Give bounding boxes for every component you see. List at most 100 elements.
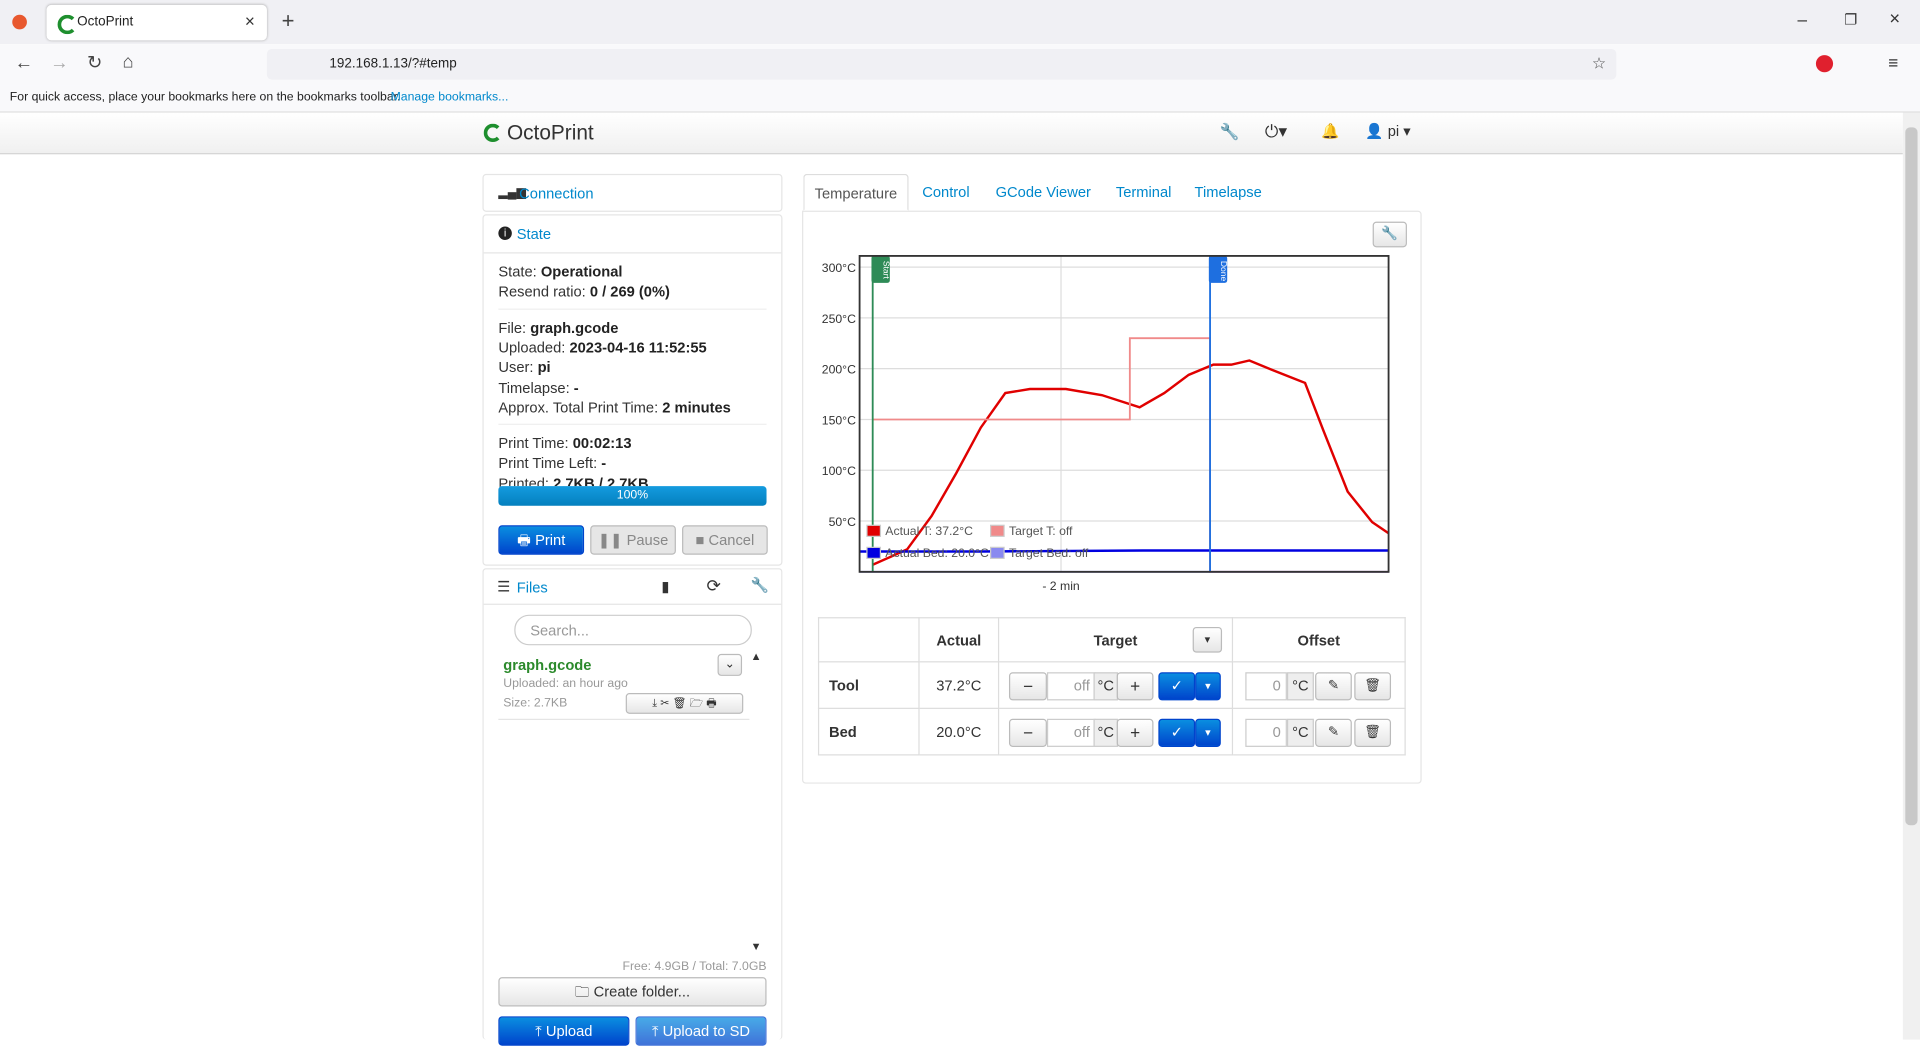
pause-button[interactable]: ❚❚ Pause — [590, 525, 676, 555]
navbar: OctoPrint 🔧 ⏻▾ 🔔 👤 pi ▾ — [0, 112, 1903, 155]
target-header: Target — [1093, 631, 1138, 649]
progress-bar — [498, 486, 767, 506]
state-label: User: — [498, 359, 534, 377]
bookmark-star[interactable]: ☆ — [1591, 53, 1607, 73]
decrement[interactable]: − — [1008, 672, 1047, 701]
marker-label: Done — [1219, 261, 1229, 282]
state-value: 2 minutes — [662, 398, 731, 417]
file-name[interactable]: graph.gcode — [503, 656, 592, 674]
marker-label: Start — [882, 261, 892, 280]
menu[interactable]: ≡ — [1888, 52, 1899, 73]
file-actions[interactable]: ⤓ ✂ 🗑 🗁 🖶 — [625, 693, 744, 714]
bookmarks-hint: For quick access, place your bookmarks h… — [9, 90, 401, 105]
scroll-down[interactable]: ▼ — [750, 940, 762, 953]
state-label: State: — [498, 263, 537, 281]
state-value: 2023-04-16 11:52:55 — [569, 339, 707, 357]
sd-icon[interactable]: ▮ — [661, 577, 670, 596]
tab[interactable]: Terminal — [1115, 183, 1172, 201]
tab-icon — [57, 14, 78, 35]
back[interactable]: ← — [14, 52, 34, 74]
offset-input[interactable]: 0 — [1245, 718, 1287, 747]
new-tab[interactable]: + — [281, 8, 295, 34]
power-icon[interactable]: ⏻▾ — [1264, 121, 1288, 141]
legend-swatch — [990, 524, 1005, 537]
home[interactable]: ⌂ — [122, 51, 134, 73]
url-bar[interactable]: 192.168.1.13/?#temp ☆ — [266, 48, 1617, 80]
increment[interactable]: + — [1116, 672, 1154, 701]
offset-input[interactable]: 0 — [1245, 672, 1287, 701]
state-row: Print Time: 00:02:13 — [498, 435, 631, 452]
user-name: pi — [1387, 122, 1400, 140]
set-target[interactable]: ✓ — [1158, 672, 1196, 701]
temperature-table: Actual Target ▾ Offset Tool 37.2°C − off °C + ✓… — [817, 617, 1406, 756]
bookmarks-bar: For quick access, place your bookmarks h… — [0, 85, 1920, 113]
unit: °C — [1286, 718, 1314, 747]
close-window[interactable]: × — [1889, 8, 1901, 30]
state-row: State: Operational — [498, 263, 622, 280]
state-row: Uploaded: 2023-04-16 11:52:55 — [498, 339, 706, 356]
series-line — [859, 549, 1389, 553]
target-input[interactable]: off — [1046, 718, 1096, 747]
set-dropdown[interactable]: ▾ — [1195, 718, 1221, 747]
decrement[interactable]: − — [1008, 718, 1047, 747]
minimize[interactable]: – — [1797, 9, 1808, 30]
user-menu[interactable]: 👤 pi ▾ — [1365, 122, 1411, 140]
tab[interactable]: OctoPrint × — [46, 4, 267, 41]
tab[interactable]: Timelapse — [1194, 183, 1262, 201]
temp-row: Bed 20.0°C − off °C + ✓ ▾ 0 °C ✎ 🗑 — [817, 707, 1406, 756]
tab[interactable]: Temperature — [803, 173, 909, 211]
legend-label: Target T: off — [1009, 524, 1073, 538]
legend-label: Actual T: 37.2°C — [885, 524, 973, 538]
temperature-panel: 🔧 — [802, 210, 1422, 784]
edit-offset[interactable]: ✎ — [1315, 718, 1352, 747]
set-target[interactable]: ✓ — [1158, 718, 1196, 747]
upload-sd-button[interactable]: ⤒ Upload to SD — [635, 1016, 767, 1046]
row-name: Bed — [817, 707, 920, 756]
refresh-icon[interactable]: ⟳ — [706, 575, 721, 596]
settings-icon[interactable]: 🔧 — [1219, 122, 1240, 141]
scroll-thumb[interactable] — [1905, 127, 1918, 826]
scroll-up[interactable]: ▲ — [750, 650, 762, 663]
brand[interactable]: OctoPrint — [506, 121, 594, 145]
tab[interactable]: GCode Viewer — [995, 183, 1091, 201]
files-title[interactable]: Files — [516, 579, 548, 597]
upload-button[interactable]: ⤒ Upload — [498, 1016, 630, 1046]
adblock-icon[interactable] — [1815, 55, 1834, 73]
target-dropdown[interactable]: ▾ — [1192, 626, 1223, 653]
cancel-label: Cancel — [708, 531, 755, 549]
forward[interactable]: → — [50, 52, 69, 74]
cancel-button[interactable]: ■ Cancel — [682, 525, 768, 555]
reload[interactable]: ↻ — [86, 52, 103, 74]
graph-settings[interactable]: 🔧 — [1372, 221, 1407, 248]
target-value: off — [1073, 677, 1090, 695]
offset-value: 0 — [1272, 723, 1281, 741]
state-row: Resend ratio: 0 / 269 (0%) — [498, 283, 670, 300]
create-folder-button[interactable]: 🗀 Create folder... — [498, 977, 767, 1007]
legend-label: Actual Bed: 20.0°C — [885, 546, 989, 560]
set-dropdown[interactable]: ▾ — [1195, 672, 1221, 701]
file-expand[interactable]: ⌄ — [717, 653, 743, 676]
tab[interactable]: Control — [922, 183, 970, 201]
tab-close[interactable]: × — [244, 11, 255, 31]
wrench-icon[interactable]: 🔧 — [750, 576, 769, 594]
column-header: Actual — [918, 617, 1000, 663]
state-value: 00:02:13 — [572, 434, 632, 452]
edit-offset[interactable]: ✎ — [1315, 672, 1352, 701]
scrollbar[interactable] — [1902, 112, 1920, 1040]
delete-offset[interactable]: 🗑 — [1354, 672, 1392, 701]
temp-row: Tool 37.2°C − off °C + ✓ ▾ 0 °C ✎ 🗑 — [817, 661, 1406, 709]
manage-bookmarks[interactable]: Manage bookmarks... — [390, 90, 509, 105]
target-input[interactable]: off — [1046, 672, 1096, 701]
delete-offset[interactable]: 🗑 — [1354, 718, 1392, 747]
offset-cell: 0 °C ✎ 🗑 — [1231, 707, 1406, 756]
print-button[interactable]: 🖶 Print — [498, 525, 585, 555]
state-title[interactable]: State — [516, 225, 552, 243]
notifications[interactable]: 🔔 — [1321, 122, 1340, 140]
restore[interactable]: ❐ — [1844, 11, 1858, 29]
progress-track: 100% — [498, 486, 767, 506]
increment[interactable]: + — [1116, 718, 1154, 747]
connection-title[interactable]: Connection — [519, 184, 594, 203]
file-uploaded: Uploaded: an hour ago — [503, 677, 628, 691]
search-box[interactable]: Search... — [514, 614, 752, 646]
